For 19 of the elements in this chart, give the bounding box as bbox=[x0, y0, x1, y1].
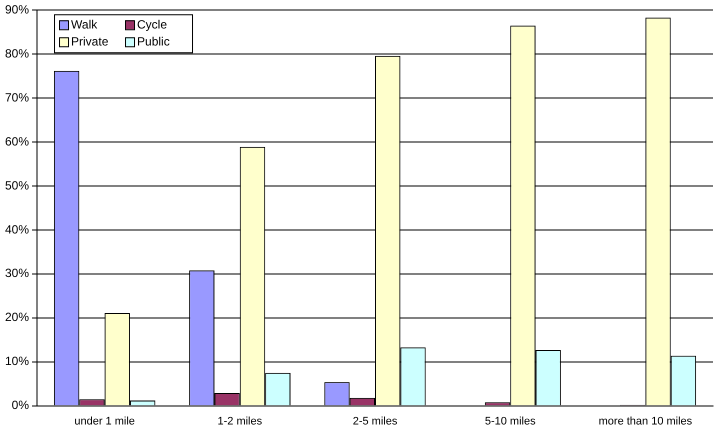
x-tick-label: 2-5 miles bbox=[352, 415, 398, 428]
legend-label: Private bbox=[71, 34, 109, 49]
legend-label: Walk bbox=[71, 18, 98, 32]
y-tick-label: 20% bbox=[4, 310, 30, 324]
y-tick-label: 60% bbox=[4, 134, 30, 148]
x-tick-label: more than 10 miles bbox=[598, 415, 693, 428]
y-tick-label: 40% bbox=[4, 222, 30, 236]
legend-label: Public bbox=[137, 34, 170, 49]
y-tick-label: 30% bbox=[4, 266, 30, 280]
x-tick-label: 5-10 miles bbox=[484, 415, 536, 428]
x-tick-label: 1-2 miles bbox=[218, 415, 263, 428]
y-tick-label: 10% bbox=[4, 354, 30, 368]
y-tick-label: 70% bbox=[4, 90, 30, 104]
y-tick-label: 80% bbox=[4, 46, 30, 60]
y-tick-label: 90% bbox=[4, 2, 30, 17]
x-tick-label: under 1 mile bbox=[74, 415, 135, 428]
legend-label: Cycle bbox=[137, 18, 168, 32]
y-tick-label: 0% bbox=[12, 398, 30, 412]
y-tick-label: 50% bbox=[4, 178, 30, 192]
